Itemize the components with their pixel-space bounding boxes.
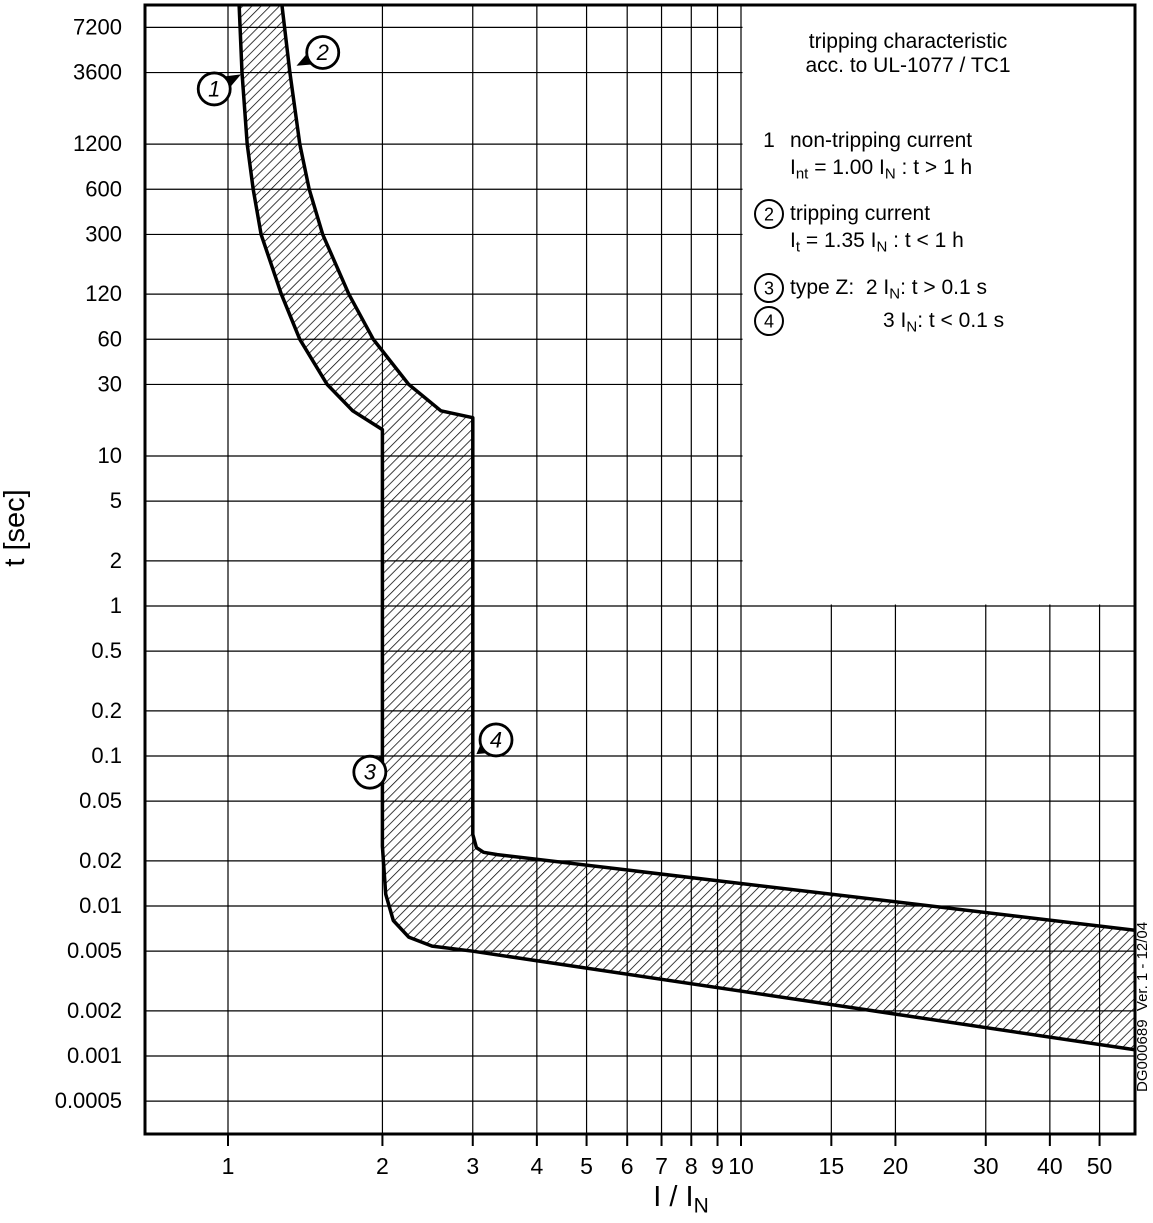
legend-box: [742, 6, 1134, 605]
marker-4-label: 4: [490, 727, 502, 752]
tick-label-y-0.0005: 0.0005: [55, 1088, 122, 1113]
tick-label-y-0.002: 0.002: [67, 998, 122, 1023]
tick-label-x-40: 40: [1037, 1153, 1063, 1179]
legend-item-4-number: 4: [764, 312, 774, 332]
tick-label-y-1200: 1200: [73, 131, 122, 156]
legend-title: tripping characteristic: [809, 30, 1007, 53]
tick-label-x-8: 8: [685, 1153, 698, 1179]
tick-label-x-1: 1: [222, 1153, 235, 1179]
tick-label-y-0.001: 0.001: [67, 1043, 122, 1068]
tick-label-y-2: 2: [110, 548, 122, 573]
tick-label-x-10: 10: [728, 1153, 754, 1179]
legend-item-3-number: 3: [764, 279, 774, 299]
curve-1: [237, 5, 1135, 1052]
legend-item-4-circle: [754, 306, 784, 336]
legend-item-2-number: 2: [764, 205, 774, 225]
marker-1-circle: [196, 71, 232, 107]
tick-label-y-0.005: 0.005: [67, 938, 122, 963]
legend-item-1-detail: Int = 1.00 IN : t > 1 h: [790, 156, 972, 183]
legend-item-2-circle: [754, 199, 784, 229]
tick-label-y-0.01: 0.01: [79, 893, 122, 918]
legend-item-1-text: non-tripping current: [790, 129, 972, 152]
tick-label-y-0.5: 0.5: [91, 638, 122, 663]
tick-label-y-300: 300: [85, 221, 122, 246]
tick-label-x-7: 7: [655, 1153, 668, 1179]
marker-3-circle: [352, 754, 388, 790]
legend-item-2-text: tripping current: [790, 202, 930, 225]
tick-label-y-7200: 7200: [73, 14, 122, 39]
tick-label-x-6: 6: [621, 1153, 634, 1179]
tolerance-band: [239, 5, 1135, 1050]
tick-label-y-0.2: 0.2: [91, 698, 122, 723]
tick-label-y-30: 30: [98, 371, 122, 396]
legend-item-4-text: 3 IN: t < 0.1 s: [883, 309, 1004, 336]
tick-label-x-20: 20: [883, 1153, 909, 1179]
tick-label-y-1: 1: [110, 593, 122, 618]
tick-label-x-2: 2: [376, 1153, 389, 1179]
tick-label-y-0.05: 0.05: [79, 788, 122, 813]
legend-item-2-detail: It = 1.35 IN : t < 1 h: [790, 229, 964, 256]
tick-label-x-9: 9: [711, 1153, 724, 1179]
tick-label-y-10: 10: [98, 443, 122, 468]
marker-1-label: 1: [208, 76, 220, 101]
tick-label-y-60: 60: [98, 326, 122, 351]
tick-label-x-3: 3: [466, 1153, 479, 1179]
tick-label-y-5: 5: [110, 488, 122, 513]
tick-label-y-600: 600: [85, 176, 122, 201]
marker-4-circle: [478, 722, 514, 758]
x-axis-title: I / IN: [653, 1181, 708, 1217]
marker-2-circle: [305, 35, 341, 70]
tick-label-x-30: 30: [973, 1153, 999, 1179]
y-axis-title: t [sec]: [0, 489, 31, 566]
marker-2-label: 2: [316, 40, 329, 65]
doc-number: DG000689 Ver. 1 - 12/04: [1134, 922, 1151, 1092]
legend-item-3-circle: [754, 273, 784, 303]
tick-label-x-5: 5: [580, 1153, 593, 1179]
marker-3-label: 3: [364, 760, 377, 785]
tick-label-x-50: 50: [1087, 1153, 1113, 1179]
tick-label-y-3600: 3600: [73, 60, 122, 85]
legend-subtitle: acc. to UL-1077 / TC1: [805, 54, 1010, 77]
curve-2: [280, 5, 1135, 932]
tick-label-x-4: 4: [530, 1153, 543, 1179]
tick-label-y-0.02: 0.02: [79, 848, 122, 873]
plot-border: [143, 3, 1137, 1136]
tick-label-y-120: 120: [85, 281, 122, 306]
tick-label-x-15: 15: [819, 1153, 845, 1179]
legend-item-3-text: type Z: 2 IN: t > 0.1 s: [790, 276, 987, 303]
legend-item-1-number: 1: [763, 129, 775, 152]
tick-label-y-0.1: 0.1: [91, 743, 122, 768]
